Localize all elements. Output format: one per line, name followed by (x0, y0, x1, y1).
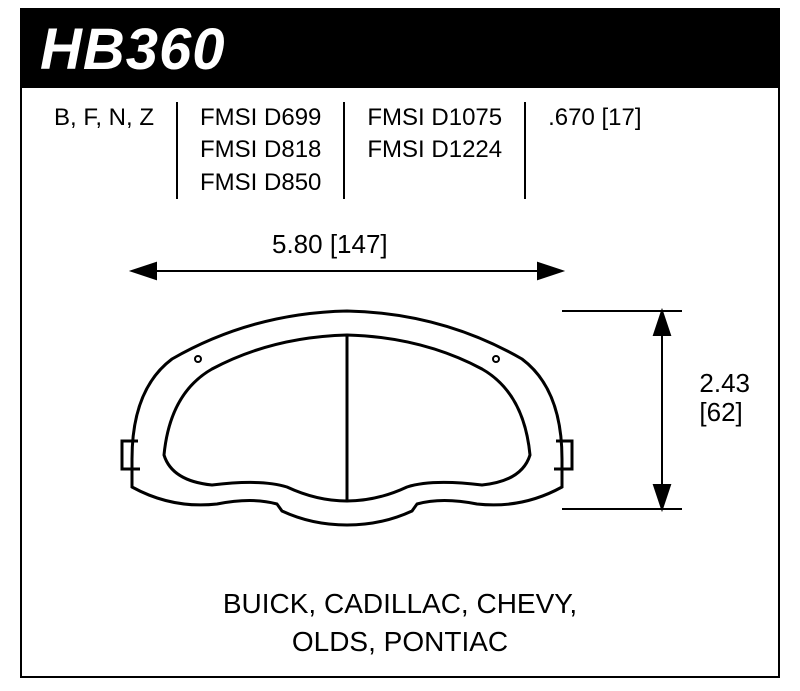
width-dimension-line (132, 263, 562, 279)
height-dimension-line (562, 311, 682, 509)
col-thickness: .670 [17] (524, 102, 663, 199)
col-fmsi-b: FMSI D1075 FMSI D1224 (343, 102, 524, 199)
fmsi-code: FMSI D699 (200, 102, 321, 134)
thickness-value: .670 [17] (548, 102, 641, 134)
col-compounds: B, F, N, Z (54, 102, 176, 199)
header-bar: HB360 (22, 10, 778, 88)
spec-frame: HB360 B, F, N, Z FMSI D699 FMSI D818 FMS… (20, 8, 780, 678)
fmsi-code: FMSI D1224 (367, 134, 502, 166)
diagram-area: 5.80 [147] 2.43 [62] (22, 209, 778, 579)
spec-columns: B, F, N, Z FMSI D699 FMSI D818 FMSI D850… (22, 88, 778, 209)
fmsi-code: FMSI D850 (200, 167, 321, 199)
makes-line: BUICK, CADILLAC, CHEVY, (22, 585, 778, 623)
friction-pad-outline (164, 335, 530, 501)
fmsi-code: FMSI D1075 (367, 102, 502, 134)
vehicle-makes: BUICK, CADILLAC, CHEVY, OLDS, PONTIAC (22, 579, 778, 661)
fmsi-code: FMSI D818 (200, 134, 321, 166)
brake-pad-diagram (22, 209, 782, 579)
makes-line: OLDS, PONTIAC (22, 623, 778, 661)
part-number-title: HB360 (40, 16, 226, 83)
compound-codes: B, F, N, Z (54, 102, 154, 134)
col-fmsi-a: FMSI D699 FMSI D818 FMSI D850 (176, 102, 343, 199)
